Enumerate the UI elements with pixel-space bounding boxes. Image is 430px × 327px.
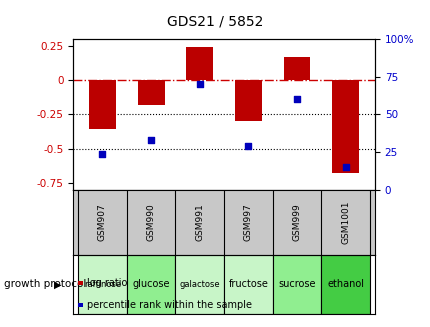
Bar	[175, 255, 224, 314]
Text: sucrose: sucrose	[278, 280, 315, 289]
Text: GSM990: GSM990	[146, 203, 155, 241]
Text: glucose: glucose	[132, 280, 169, 289]
Bar	[283, 57, 310, 80]
Bar	[332, 80, 358, 173]
Bar	[89, 80, 116, 129]
Text: GDS21 / 5852: GDS21 / 5852	[167, 15, 263, 29]
Point	[341, 164, 348, 170]
Bar	[272, 255, 321, 314]
Text: GSM1001: GSM1001	[341, 200, 350, 244]
Text: GSM907: GSM907	[98, 203, 107, 241]
Text: raffinose: raffinose	[84, 280, 121, 289]
Text: fructose: fructose	[228, 280, 268, 289]
Text: ethanol: ethanol	[326, 280, 363, 289]
Point	[99, 151, 106, 156]
Point	[293, 97, 300, 102]
Bar	[234, 80, 261, 121]
Text: growth protocol: growth protocol	[4, 280, 86, 289]
Text: GSM997: GSM997	[243, 203, 252, 241]
Bar	[186, 47, 213, 80]
Point	[244, 144, 251, 149]
Bar	[321, 255, 369, 314]
Text: GSM991: GSM991	[195, 203, 204, 241]
Bar	[224, 255, 272, 314]
Bar	[138, 80, 164, 105]
Text: ▶: ▶	[54, 280, 62, 289]
Text: percentile rank within the sample: percentile rank within the sample	[87, 300, 252, 310]
Bar	[78, 255, 126, 314]
Text: galactose: galactose	[179, 280, 220, 289]
Bar	[126, 255, 175, 314]
Point	[147, 137, 154, 143]
Text: log ratio: log ratio	[87, 278, 128, 288]
Text: GSM999: GSM999	[292, 203, 301, 241]
Point	[196, 82, 203, 87]
